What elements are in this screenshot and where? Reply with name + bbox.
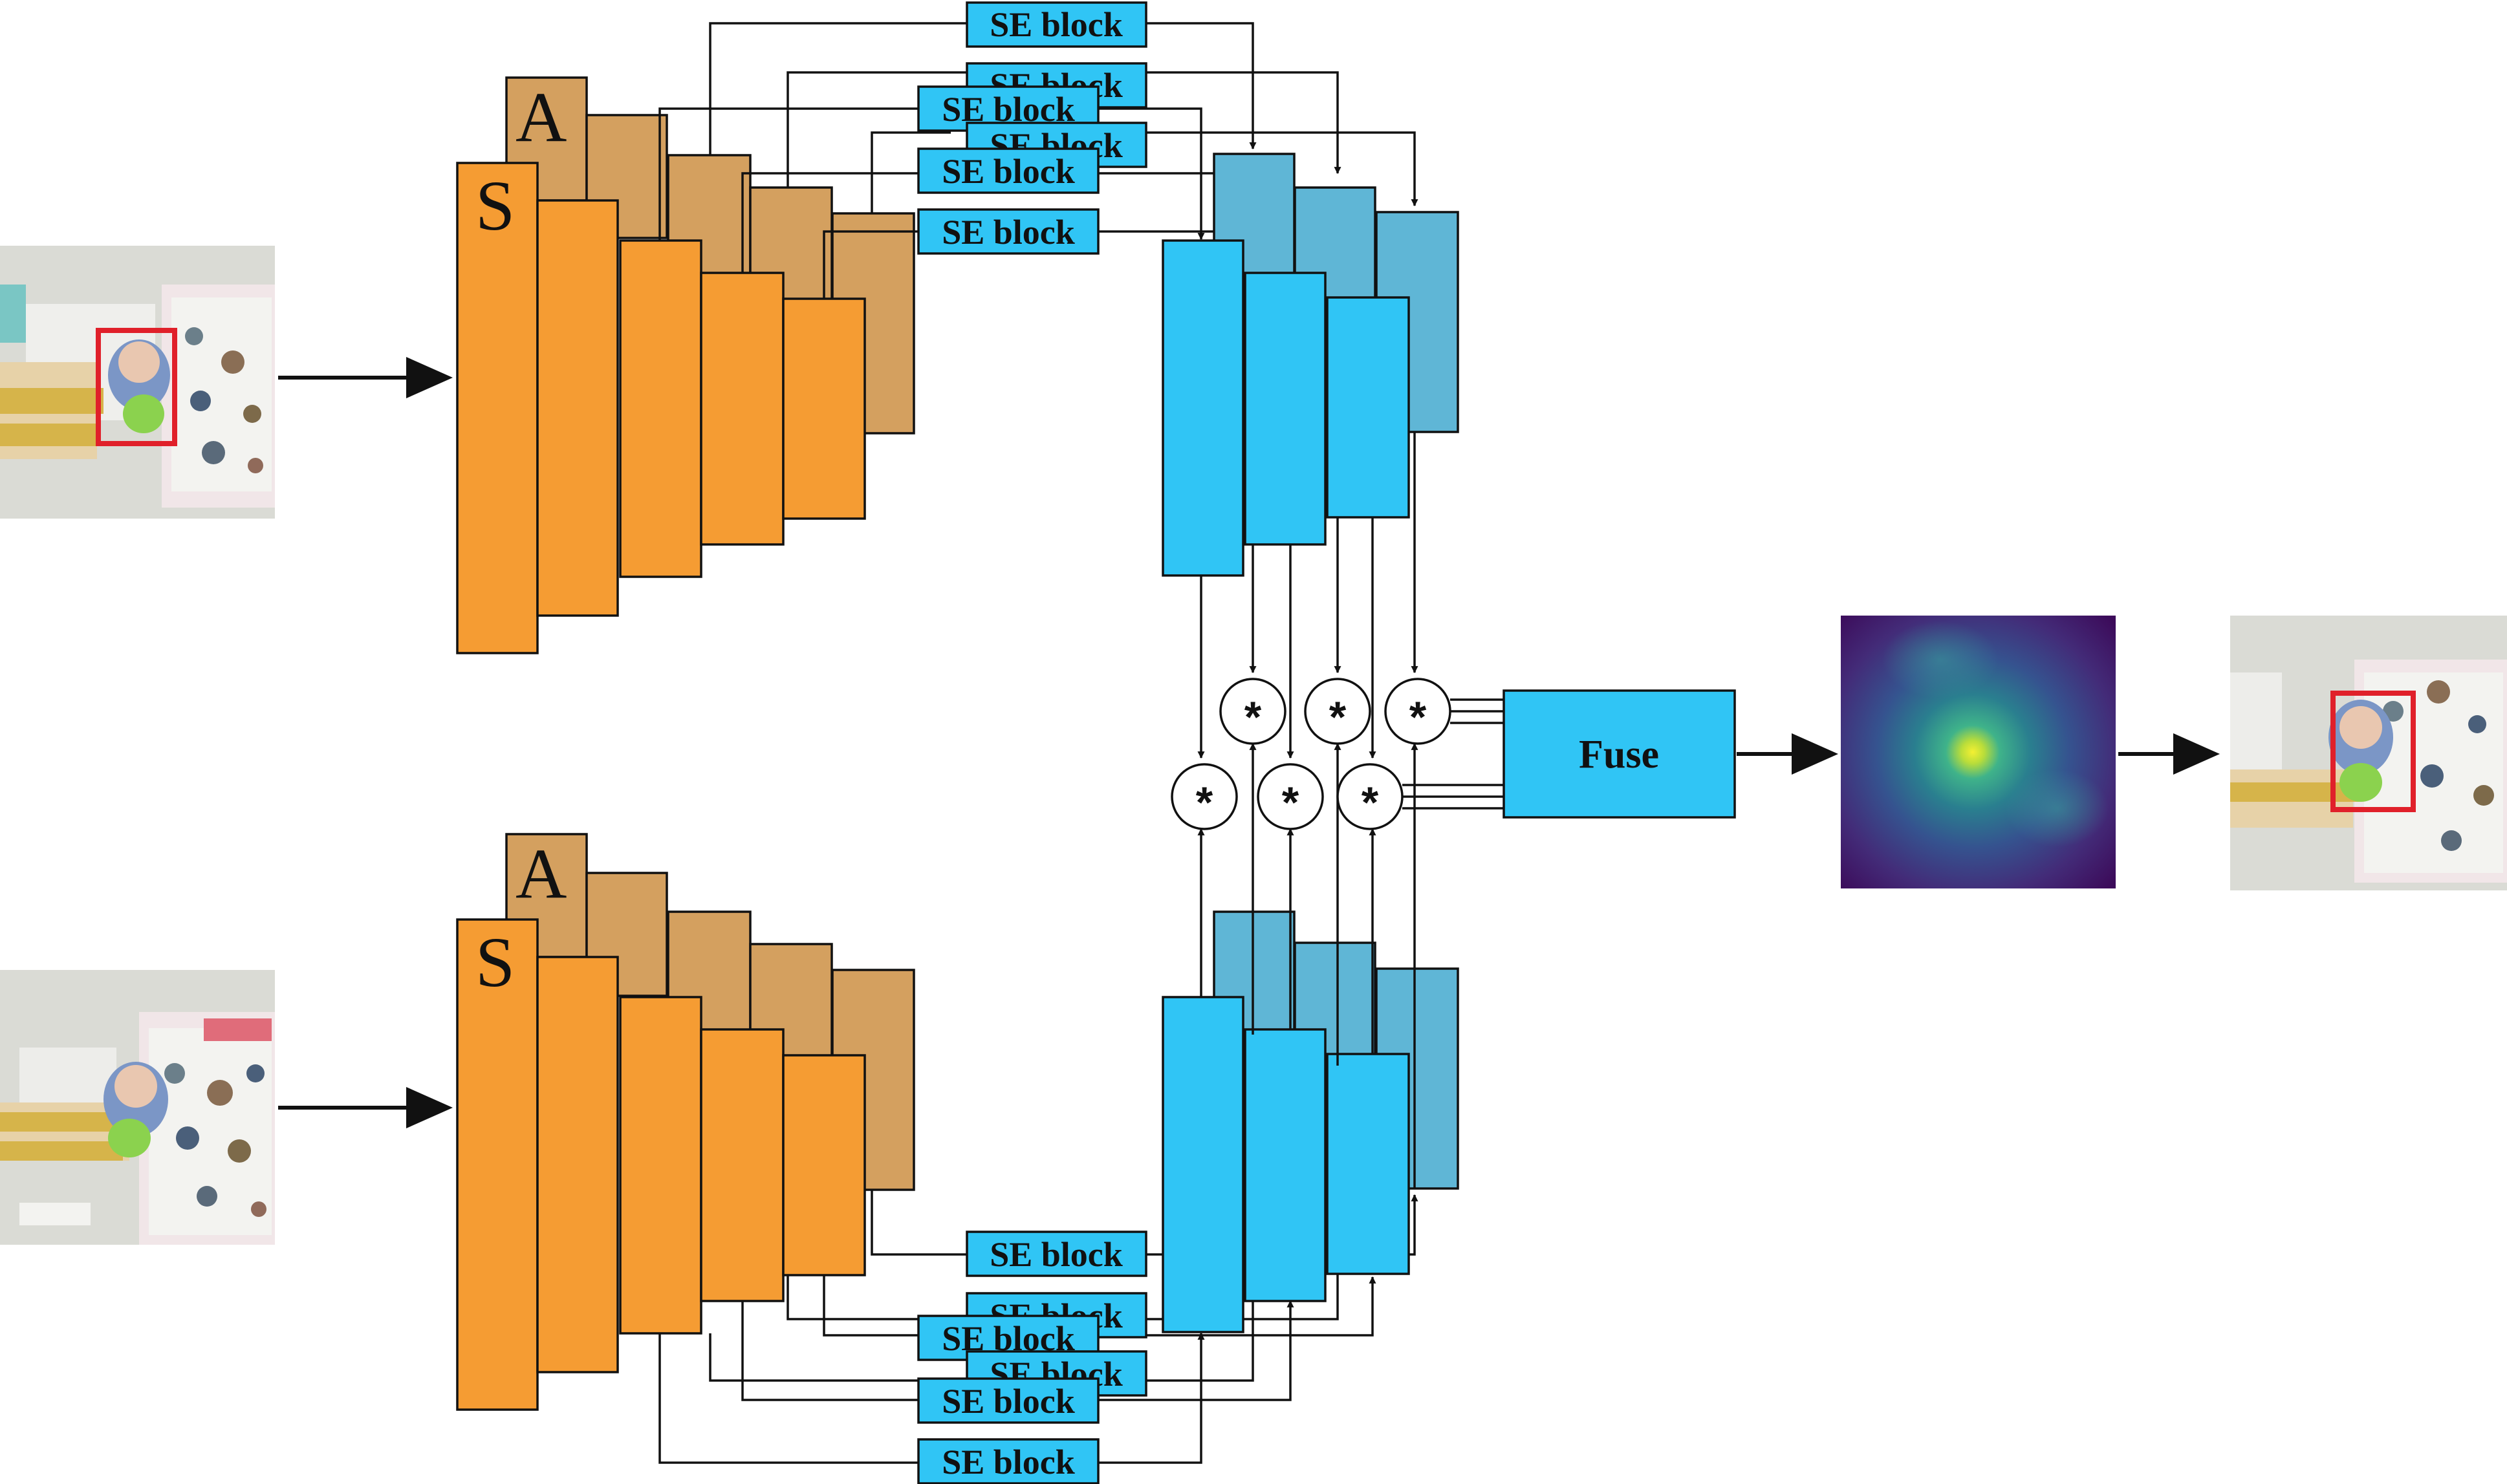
template-rgb-backbone: S xyxy=(456,162,866,654)
correlation-op-4: * xyxy=(1171,763,1238,830)
svg-text:Fuse: Fuse xyxy=(1579,733,1659,777)
template-aux-label: A xyxy=(516,78,567,156)
search-aux-backbone: A xyxy=(505,833,915,1191)
map-output-arrow xyxy=(2118,733,2220,775)
search-frame-image xyxy=(0,970,275,1245)
search-fused-features xyxy=(1162,910,1459,1333)
se-block-bottom-5: SE block xyxy=(917,1377,1100,1424)
svg-text:SE block: SE block xyxy=(990,1235,1123,1274)
fuse-input-lines xyxy=(1402,698,1504,810)
fuse-block: Fuse xyxy=(1503,689,1736,819)
svg-text:*: * xyxy=(1282,778,1299,827)
se-block-bottom-6: SE block xyxy=(917,1438,1100,1484)
search-rgb-backbone: S xyxy=(456,918,866,1411)
svg-text:SE block: SE block xyxy=(942,152,1075,191)
se-block-bottom-1: SE block xyxy=(966,1231,1147,1277)
response-heatmap-image xyxy=(1841,616,2116,888)
template-input-arrow xyxy=(278,357,453,398)
svg-text:SE block: SE block xyxy=(942,1443,1075,1481)
correlation-op-2: * xyxy=(1304,678,1371,745)
template-frame-image xyxy=(0,246,275,519)
correlation-op-5: * xyxy=(1257,763,1324,830)
search-input-arrow xyxy=(278,1087,453,1128)
svg-text:SE block: SE block xyxy=(942,213,1075,252)
search-rgb-label: S xyxy=(475,923,515,1002)
se-block-top-1: SE block xyxy=(966,1,1147,48)
tracking-result-image xyxy=(2230,616,2507,890)
svg-text:SE block: SE block xyxy=(942,1382,1075,1421)
template-fused-features xyxy=(1162,153,1459,577)
template-rgb-label: S xyxy=(475,166,515,245)
svg-text:SE block: SE block xyxy=(990,5,1123,44)
svg-text:*: * xyxy=(1196,778,1213,827)
correlation-op-6: * xyxy=(1336,763,1404,830)
svg-text:*: * xyxy=(1409,693,1427,742)
fuse-output-arrow xyxy=(1737,733,1838,775)
correlation-input-arrows xyxy=(1197,432,1418,1188)
svg-text:*: * xyxy=(1362,778,1379,827)
search-se-connections xyxy=(658,1190,1418,1464)
search-aux-label: A xyxy=(516,834,567,913)
se-block-top-6: SE block xyxy=(917,208,1100,255)
se-block-top-5: SE block xyxy=(917,147,1100,194)
correlation-op-3: * xyxy=(1384,678,1451,745)
svg-text:*: * xyxy=(1244,693,1262,742)
svg-text:*: * xyxy=(1329,693,1347,742)
correlation-op-1: * xyxy=(1219,678,1286,745)
